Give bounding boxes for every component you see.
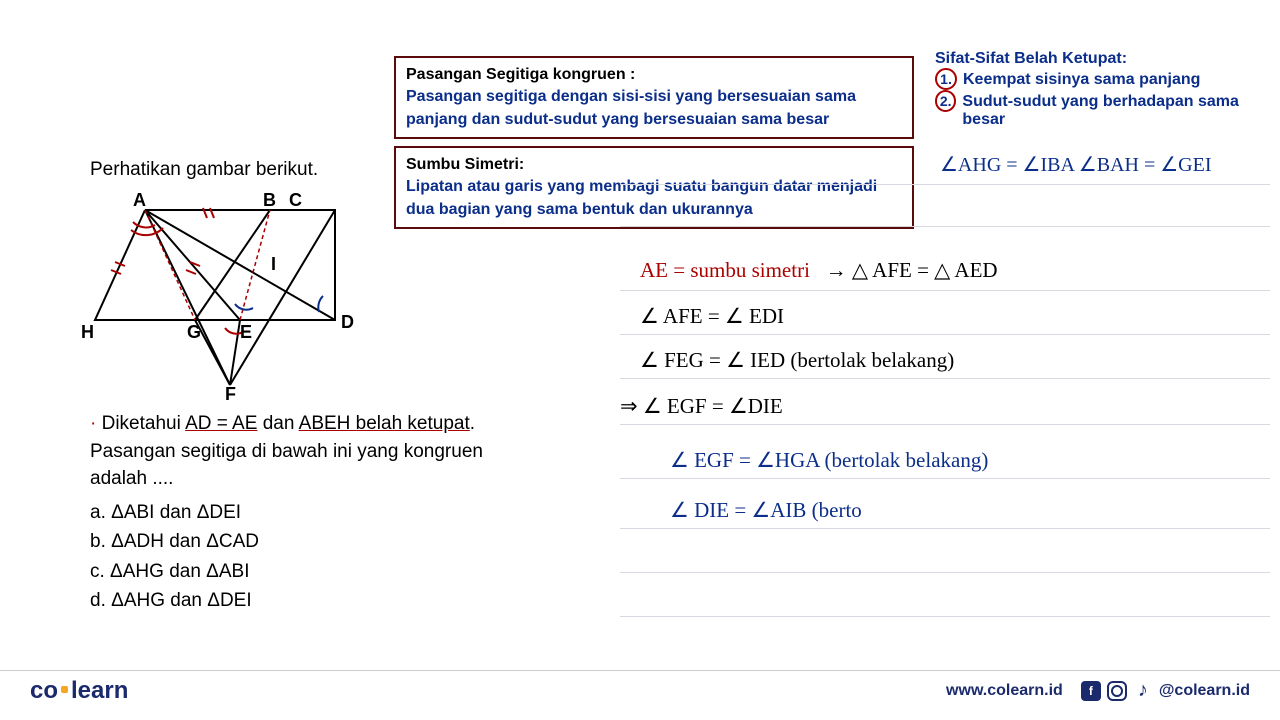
footer-url: www.colearn.id [946,682,1063,700]
instagram-icon [1107,681,1127,701]
outer-shape [95,210,335,320]
dashed-2 [240,210,270,320]
rhombus-item-2: 2. Sudut-sudut yang berhadapan sama besa… [935,90,1275,129]
work-l1b: → △ AFE = △ AED [826,258,998,282]
label-D: D [341,312,354,332]
label-A: A [133,190,146,210]
logo-learn: learn [71,677,128,704]
work-line-2: ∠ AFE = ∠ EDI [640,304,784,329]
work-line-5: ∠ EGF = ∠HGA (bertolak belakang) [670,448,988,473]
logo-co: co [30,677,58,704]
rule-line [620,572,1270,573]
work-line-3: ∠ FEG = ∠ IED (bertolak belakang) [640,348,954,373]
label-H: H [81,322,94,342]
question-body: · Diketahui AD = AE dan ABEH belah ketup… [90,410,490,617]
work-line-6: ∠ DIE = ∠AIB (berto [670,498,862,523]
label-B: B [263,190,276,210]
footer-handle: @colearn.id [1159,682,1250,700]
options: a. ΔABI dan ΔDEI b. ΔADH dan ΔCAD c. ΔAH… [90,499,490,615]
rhombus-properties: Sifat-Sifat Belah Ketupat: 1. Keempat si… [935,50,1275,129]
line-BG-approx [195,210,270,320]
label-E: E [240,322,252,342]
box1-body: Pasangan segitiga dengan sisi-sisi yang … [406,86,902,131]
opt-c: c. ΔAHG dan ΔABI [90,558,490,586]
q-text1: Diketahui [102,413,185,434]
rule-line [620,528,1270,529]
label-I: I [271,254,276,274]
rule-line [620,290,1270,291]
line-AE [145,210,240,320]
rhombus-item1-text: Keempat sisinya sama panjang [963,71,1200,89]
line-AD [145,210,335,320]
rhombus-item2-text: Sudut-sudut yang berhadapan sama besar [962,93,1275,129]
tiktok-icon: ♪ [1133,681,1153,701]
work-line-4: ⇒ ∠ EGF = ∠DIE [620,394,783,419]
q-u2: ABEH belah ketupat [299,413,470,434]
box2-title: Sumbu Simetri: [406,154,902,176]
q-u1: AD = AE [185,413,257,434]
rule-line [620,378,1270,379]
label-F: F [225,384,236,400]
facebook-icon: f [1081,681,1101,701]
rule-line [620,478,1270,479]
social-icons: f ♪ @colearn.id [1081,681,1250,701]
opt-d: d. ΔAHG dan ΔDEI [90,587,490,615]
footer: colearn www.colearn.id f ♪ @colearn.id [0,670,1280,710]
logo-dot [58,677,71,704]
label-C: C [289,190,302,210]
rhombus-item-1: 1. Keempat sisinya sama panjang [935,68,1275,90]
opt-b: b. ΔADH dan ΔCAD [90,528,490,556]
arc-D [318,296,323,312]
work-line-1: AE = sumbu simetri → △ AFE = △ AED [640,258,998,283]
q-text2: dan [257,413,298,434]
rule-line [620,184,1270,185]
angle-equalities: ∠AHG = ∠IBA ∠BAH = ∠GEI [940,152,1212,177]
rhombus-title: Sifat-Sifat Belah Ketupat: [935,50,1275,68]
work-l1a: AE = sumbu simetri [640,258,810,282]
logo: colearn [30,677,128,705]
definition-box-symmetry: Sumbu Simetri: Lipatan atau garis yang m… [394,146,914,229]
definition-box-congruent: Pasangan Segitiga kongruen : Pasangan se… [394,56,914,139]
rule-line [620,226,1270,227]
circle-2: 2. [935,90,956,112]
rule-line [620,334,1270,335]
opt-a: a. ΔABI dan ΔDEI [90,499,490,527]
label-G: G [187,322,201,342]
rule-line [620,616,1270,617]
footer-right: www.colearn.id f ♪ @colearn.id [946,681,1250,701]
rule-line [620,424,1270,425]
geometry-diagram: A B C D E F G H I [75,180,375,400]
box1-title: Pasangan Segitiga kongruen : [406,64,902,86]
circle-1: 1. [935,68,957,90]
